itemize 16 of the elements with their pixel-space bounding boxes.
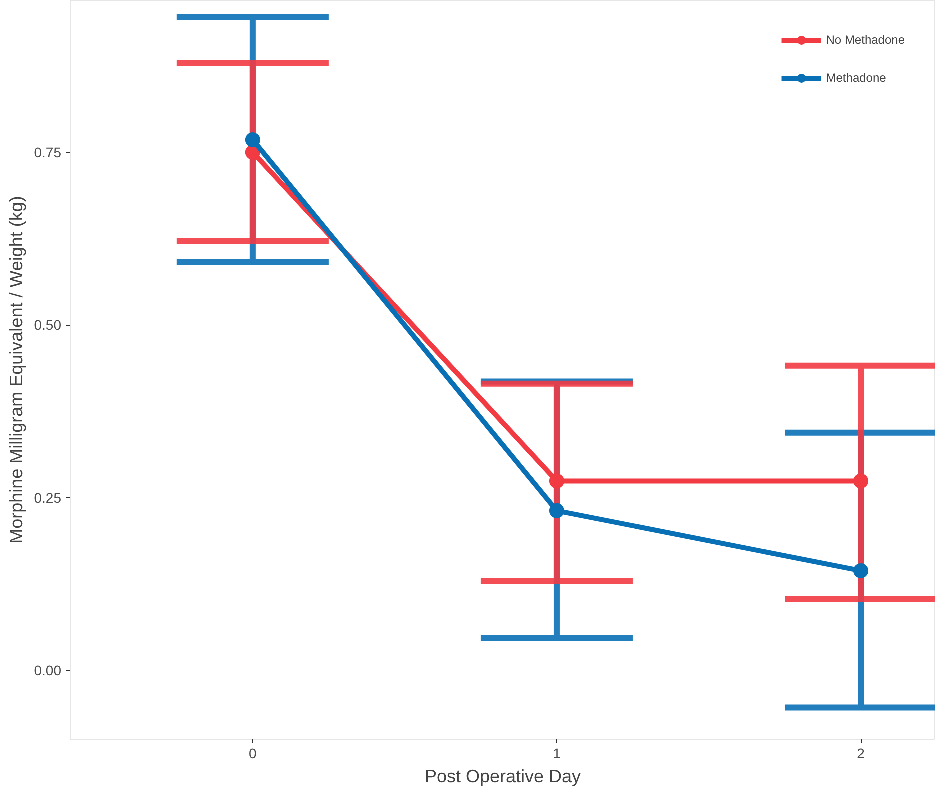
y-tick-label: 0.00 xyxy=(34,662,62,678)
y-axis-title: Morphine Milligram Equivalent / Weight (kg) xyxy=(6,196,26,544)
point xyxy=(854,474,869,489)
point xyxy=(245,132,260,148)
x-tick-label: 2 xyxy=(857,746,866,762)
y-tick-label: 0.25 xyxy=(34,490,62,506)
point xyxy=(549,474,564,489)
y-tick-label: 0.75 xyxy=(34,144,62,160)
legend-label: Methadone xyxy=(826,71,886,85)
x-axis-title: Post Operative Day xyxy=(424,766,582,786)
x-tick-label: 1 xyxy=(553,746,562,762)
point xyxy=(549,503,564,518)
point xyxy=(854,563,869,578)
y-tick-label: 0.50 xyxy=(34,317,62,334)
x-tick-label: 0 xyxy=(249,746,258,762)
legend-label: No Methadone xyxy=(826,33,905,47)
